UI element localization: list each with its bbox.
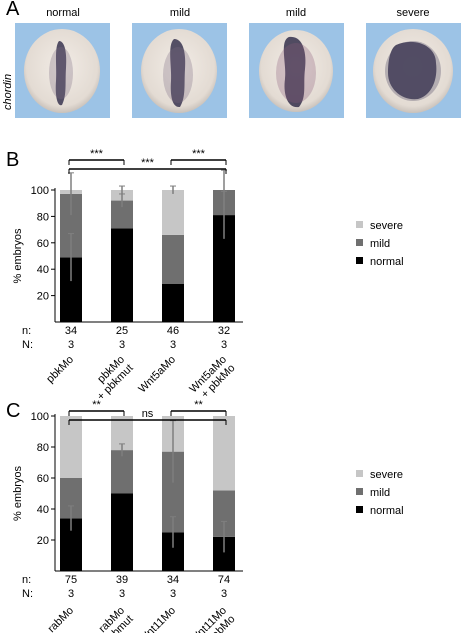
panel-a-letter: A bbox=[6, 0, 20, 20]
category-label-0: rabMo bbox=[46, 605, 77, 633]
sig-label-0: ** bbox=[92, 399, 101, 411]
bar-severe-0 bbox=[60, 416, 82, 478]
sig-label-0: *** bbox=[90, 148, 104, 160]
legend-swatch-mild bbox=[356, 488, 363, 495]
legend-swatch-normal bbox=[356, 506, 363, 513]
embryo-label-4: severe bbox=[396, 7, 430, 19]
N-value-1: 3 bbox=[119, 339, 125, 351]
N-value-3: 3 bbox=[221, 588, 227, 600]
n-value-0: 34 bbox=[65, 325, 77, 337]
legend-swatch-severe bbox=[356, 221, 363, 228]
bar-severe-2 bbox=[162, 190, 184, 235]
panel-b-letter: B bbox=[6, 149, 20, 171]
N-value-0: 3 bbox=[68, 339, 74, 351]
N-value-3: 3 bbox=[221, 339, 227, 351]
embryo-label-1: normal bbox=[46, 7, 80, 19]
y-tick-label-0: 20 bbox=[37, 291, 49, 303]
bar-severe-3 bbox=[213, 416, 235, 491]
embryo-image-mild-2 bbox=[249, 23, 344, 118]
bar-mild-1 bbox=[111, 200, 133, 229]
sig-label-1: *** bbox=[141, 157, 155, 169]
embryo-label-2: mild bbox=[169, 7, 191, 19]
legend-label-severe: severe bbox=[370, 220, 403, 232]
N-value-2: 3 bbox=[170, 588, 176, 600]
legend-swatch-severe bbox=[356, 470, 363, 477]
bar-normal-1 bbox=[111, 228, 133, 322]
N-value-1: 3 bbox=[119, 588, 125, 600]
n-value-3: 32 bbox=[218, 325, 230, 337]
legend-label-severe: severe bbox=[370, 469, 403, 481]
y-tick-label-1: 40 bbox=[37, 504, 49, 516]
bar-mild-0 bbox=[60, 193, 82, 258]
embryo-image-severe bbox=[366, 23, 461, 118]
bar-normal-1 bbox=[111, 493, 133, 571]
legend-label-normal: normal bbox=[370, 505, 404, 517]
N-row-label: N: bbox=[22, 588, 33, 600]
n-row-label: n: bbox=[22, 325, 31, 337]
n-value-1: 39 bbox=[116, 574, 128, 586]
bar-mild-3 bbox=[213, 490, 235, 537]
legend-label-normal: normal bbox=[370, 256, 404, 268]
bar-normal-3 bbox=[213, 215, 235, 322]
legend-swatch-mild bbox=[356, 239, 363, 246]
bar-normal-2 bbox=[162, 283, 184, 322]
embryo-image-mild bbox=[132, 23, 227, 118]
bar-mild-0 bbox=[60, 478, 82, 519]
y-tick-label-2: 60 bbox=[37, 238, 49, 250]
N-value-2: 3 bbox=[170, 339, 176, 351]
category-label-1: rabMo+ rabmut bbox=[88, 605, 136, 633]
panel-c-letter: C bbox=[6, 400, 21, 422]
embryo-label-3: mild bbox=[285, 7, 307, 19]
legend-label-mild: mild bbox=[370, 487, 390, 499]
n-value-2: 46 bbox=[167, 325, 179, 337]
sig-label-1: ns bbox=[142, 408, 154, 420]
bar-mild-2 bbox=[162, 234, 184, 284]
category-label-2: Wnt11Mo bbox=[137, 605, 178, 633]
y-tick-label-4: 100 bbox=[31, 185, 49, 197]
y-tick-label-4: 100 bbox=[31, 411, 49, 423]
y-tick-label-1: 40 bbox=[37, 264, 49, 276]
bar-normal-2 bbox=[162, 532, 184, 571]
N-value-0: 3 bbox=[68, 588, 74, 600]
sig-label-2: *** bbox=[192, 148, 206, 160]
legend-swatch-normal bbox=[356, 257, 363, 264]
n-row-label: n: bbox=[22, 574, 31, 586]
n-value-2: 34 bbox=[167, 574, 179, 586]
n-value-1: 25 bbox=[116, 325, 128, 337]
y-tick-label-3: 80 bbox=[37, 211, 49, 223]
category-label-line-0-0: rabMo bbox=[46, 605, 77, 633]
embryo-image-normal bbox=[15, 23, 110, 118]
sig-label-2: ** bbox=[194, 399, 203, 411]
bar-normal-0 bbox=[60, 518, 82, 571]
category-label-3: Wnt11Mo+ rabMo bbox=[188, 605, 238, 633]
N-row-label: N: bbox=[22, 339, 33, 351]
category-label-line-2-0: Wnt11Mo bbox=[137, 605, 178, 633]
bar-normal-3 bbox=[213, 536, 235, 571]
y-axis-title: % embryos bbox=[12, 228, 24, 284]
y-tick-label-3: 80 bbox=[37, 442, 49, 454]
bar-mild-2 bbox=[162, 451, 184, 533]
y-tick-label-2: 60 bbox=[37, 473, 49, 485]
n-value-0: 75 bbox=[65, 574, 77, 586]
bar-mild-1 bbox=[111, 450, 133, 494]
bar-severe-1 bbox=[111, 416, 133, 451]
y-tick-label-0: 20 bbox=[37, 535, 49, 547]
bar-normal-0 bbox=[60, 257, 82, 322]
legend-label-mild: mild bbox=[370, 238, 390, 250]
n-value-3: 74 bbox=[218, 574, 230, 586]
y-axis-title: % embryos bbox=[12, 465, 24, 521]
